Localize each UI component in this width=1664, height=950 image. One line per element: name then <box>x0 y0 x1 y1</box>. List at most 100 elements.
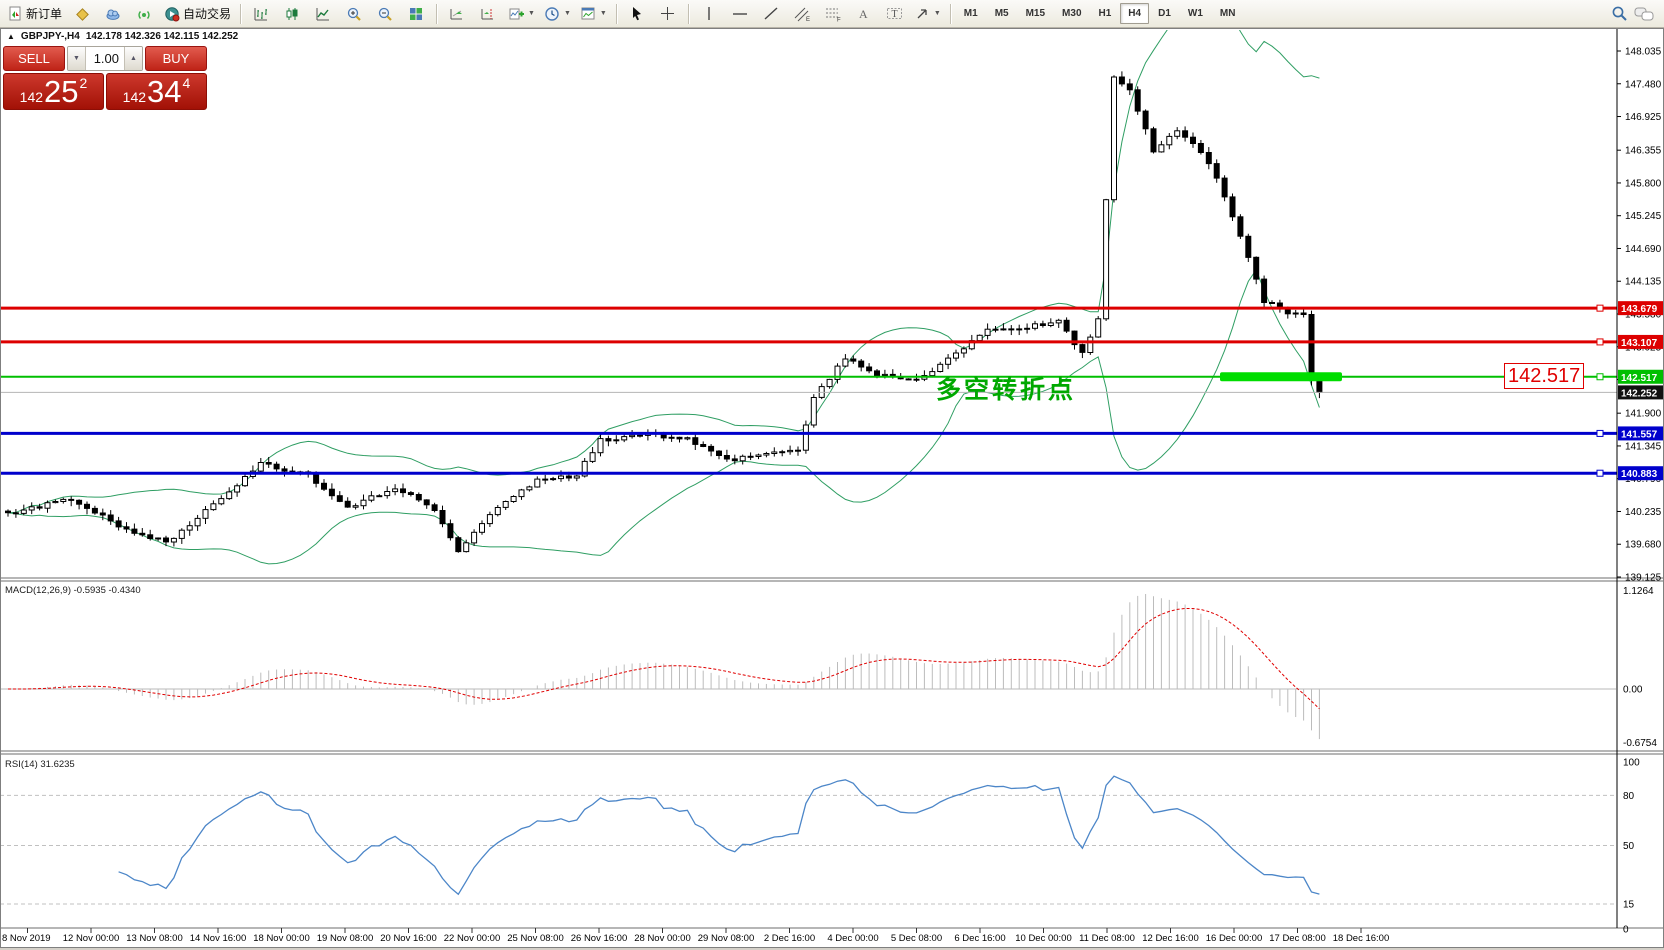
volume-decrease-button[interactable]: ▼ <box>68 47 86 70</box>
tile-windows-button[interactable] <box>401 2 431 26</box>
cloud-icon <box>106 9 120 20</box>
symbol-marker-icon: ▲ <box>7 32 15 41</box>
fibonacci-button[interactable]: F <box>818 2 848 26</box>
svg-text:-0.6754: -0.6754 <box>1623 738 1657 749</box>
svg-text:1.1264: 1.1264 <box>1623 586 1654 597</box>
trendline-icon <box>764 7 778 20</box>
chevron-down-icon: ▼ <box>528 10 535 17</box>
chat-icon[interactable] <box>1634 6 1654 22</box>
new-order-label: 新订单 <box>26 7 63 21</box>
buy-price-big: 34 <box>147 74 182 109</box>
cursor-icon <box>633 7 642 21</box>
crosshair-icon <box>661 7 675 20</box>
indicators-icon <box>509 8 525 19</box>
svg-text:8 Nov 2019: 8 Nov 2019 <box>2 933 51 944</box>
separator <box>687 3 689 24</box>
buy-price[interactable]: 142 34 4 <box>106 73 207 110</box>
text-button[interactable]: A <box>849 2 879 26</box>
search-icon[interactable] <box>1611 5 1628 22</box>
new-order-icon <box>9 6 21 21</box>
indicators-button[interactable]: ▼ <box>504 2 539 26</box>
signals-button[interactable] <box>129 2 159 26</box>
candlestick-button[interactable] <box>277 2 307 26</box>
timeframe-mn[interactable]: MN <box>1219 8 1236 19</box>
ohlc-values: 142.178 142.326 142.115 142.252 <box>85 31 239 42</box>
volume-value[interactable]: 1.00 <box>93 51 119 66</box>
signal-icon <box>138 10 150 19</box>
periods-button[interactable]: ▼ <box>540 2 575 26</box>
bollinger-lower <box>7 268 1320 565</box>
timeframe-w1[interactable]: W1 <box>1187 8 1203 19</box>
zoom-out-icon <box>378 7 392 21</box>
text-icon: A <box>859 7 868 21</box>
separator <box>240 3 242 24</box>
svg-text:141.557: 141.557 <box>1621 429 1658 440</box>
svg-text:145.800: 145.800 <box>1625 178 1662 189</box>
autotrading-icon <box>165 6 180 21</box>
buy-price-prefix: 142 <box>122 89 147 105</box>
svg-text:29 Nov 08:00: 29 Nov 08:00 <box>698 933 755 944</box>
timeframe-m1[interactable]: M1 <box>963 8 978 19</box>
volume-increase-button[interactable]: ▲ <box>124 47 142 70</box>
bar-chart-button[interactable] <box>246 2 276 26</box>
svg-text:141.345: 141.345 <box>1625 441 1662 452</box>
svg-text:142.252: 142.252 <box>1621 388 1658 399</box>
zoom-out-button[interactable] <box>370 2 400 26</box>
svg-text:12 Nov 00:00: 12 Nov 00:00 <box>63 933 120 944</box>
metaeditor-button[interactable] <box>67 2 97 26</box>
svg-text:147.480: 147.480 <box>1625 79 1662 90</box>
svg-text:F: F <box>837 17 841 22</box>
svg-text:11 Dec 08:00: 11 Dec 08:00 <box>1079 933 1135 944</box>
bar-chart-icon <box>254 7 268 20</box>
channel-button[interactable]: E <box>787 2 817 26</box>
template-icon <box>581 7 595 19</box>
timeframe-d1[interactable]: D1 <box>1158 8 1171 19</box>
chevron-down-icon: ▼ <box>933 10 941 17</box>
arrows-button[interactable]: ▼ <box>911 2 945 26</box>
rsi-pane <box>118 775 1320 896</box>
auto-scroll-button[interactable] <box>442 2 472 26</box>
svg-text:13 Nov 08:00: 13 Nov 08:00 <box>126 933 183 944</box>
main-price-pane <box>5 30 1323 565</box>
crosshair-button[interactable] <box>653 2 683 26</box>
svg-text:5 Dec 08:00: 5 Dec 08:00 <box>891 933 942 944</box>
arrows-icon <box>917 9 927 19</box>
highlight-bar <box>1220 372 1342 382</box>
svg-text:RSI(14) 31.6235: RSI(14) 31.6235 <box>5 759 75 770</box>
sell-price[interactable]: 142 25 2 <box>3 73 104 110</box>
timeframe-h4[interactable]: H4 <box>1120 3 1150 24</box>
svg-text:E: E <box>806 17 810 22</box>
line-chart-button[interactable] <box>308 2 338 26</box>
buy-button[interactable]: BUY <box>145 46 207 71</box>
label-button[interactable]: T <box>880 2 910 26</box>
new-order-button[interactable]: 新订单 <box>4 2 66 26</box>
timeframe-m5[interactable]: M5 <box>994 8 1009 19</box>
svg-text:139.680: 139.680 <box>1625 540 1662 551</box>
chevron-down-icon: ▼ <box>599 10 607 17</box>
zoom-in-button[interactable] <box>339 2 369 26</box>
timeframe-m30[interactable]: M30 <box>1062 8 1082 19</box>
svg-text:15: 15 <box>1623 899 1635 910</box>
svg-text:MACD(12,26,9) -0.5935 -0.4340: MACD(12,26,9) -0.5935 -0.4340 <box>5 585 141 596</box>
volume-stepper: ▼ 1.00 ▲ <box>67 46 143 71</box>
sell-button[interactable]: SELL <box>3 46 65 71</box>
svg-text:145.245: 145.245 <box>1625 211 1662 222</box>
autotrading-button[interactable]: 自动交易 <box>160 2 235 26</box>
horizontal-line-button[interactable] <box>725 2 755 26</box>
toolbar: 新订单 自动交易 <box>0 0 1664 28</box>
cursor-button[interactable] <box>622 2 652 26</box>
svg-text:143.107: 143.107 <box>1621 338 1658 349</box>
svg-text:80: 80 <box>1623 791 1635 802</box>
templates-button[interactable]: ▼ <box>576 2 611 26</box>
trendline-button[interactable] <box>756 2 786 26</box>
timeframe-m15[interactable]: M15 <box>1025 8 1046 19</box>
svg-text:10 Dec 00:00: 10 Dec 00:00 <box>1015 933 1072 944</box>
timeframe-h1[interactable]: H1 <box>1098 8 1112 19</box>
toolbar-right <box>1611 5 1660 22</box>
svg-text:20 Nov 16:00: 20 Nov 16:00 <box>380 933 437 944</box>
chart-shift-button[interactable] <box>473 2 503 26</box>
vertical-line-button[interactable] <box>694 2 724 26</box>
market-button[interactable] <box>98 2 128 26</box>
